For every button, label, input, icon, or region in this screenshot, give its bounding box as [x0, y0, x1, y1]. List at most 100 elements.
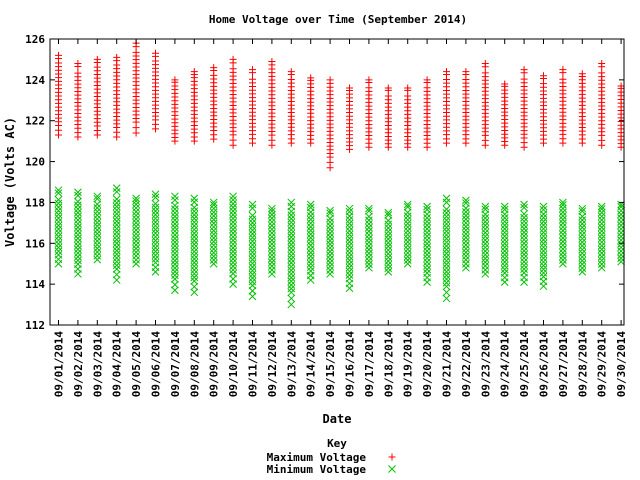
min-voltage-point	[190, 251, 199, 260]
min-voltage-point	[500, 261, 509, 270]
min-voltage-point	[423, 205, 431, 214]
min-voltage-point	[54, 255, 63, 264]
max-voltage-point	[540, 74, 547, 82]
min-voltage-point	[326, 270, 334, 278]
min-voltage-point	[520, 254, 528, 262]
min-voltage-point	[500, 254, 509, 263]
min-voltage-point	[520, 210, 528, 218]
max-voltage-point	[384, 86, 392, 94]
max-voltage-point	[443, 71, 450, 79]
min-voltage-point	[74, 227, 82, 235]
max-voltage-point	[598, 136, 606, 144]
min-voltage-point	[112, 224, 121, 233]
min-voltage-point	[248, 287, 257, 295]
min-voltage-point	[54, 236, 63, 245]
min-voltage-point	[500, 202, 509, 211]
min-voltage-point	[423, 202, 431, 211]
min-voltage-point	[520, 228, 528, 237]
max-voltage-day-group	[404, 84, 412, 151]
min-voltage-point	[539, 250, 548, 259]
min-voltage-point	[229, 275, 237, 283]
min-voltage-point	[112, 239, 121, 248]
max-voltage-point	[210, 131, 218, 139]
y-axis: 112 114 116 118 120 122 124 126	[25, 33, 624, 332]
min-voltage-point	[132, 211, 140, 220]
y-tick-label: 114	[25, 278, 45, 291]
min-voltage-point	[442, 227, 451, 236]
min-voltage-point	[462, 237, 470, 246]
min-voltage-point	[423, 221, 431, 230]
min-voltage-day-group	[248, 200, 257, 301]
min-voltage-point	[112, 217, 121, 226]
x-tick-label: 09/29/2014	[596, 331, 609, 398]
min-voltage-point	[462, 244, 470, 253]
min-voltage-point	[578, 264, 587, 272]
min-voltage-point	[539, 261, 548, 270]
min-voltage-point	[597, 252, 606, 261]
max-voltage-day-group	[268, 57, 276, 149]
min-voltage-point	[442, 194, 451, 203]
min-voltage-point	[462, 241, 470, 249]
min-voltage-point	[287, 240, 296, 249]
min-voltage-point	[345, 223, 354, 232]
min-voltage-point	[248, 230, 257, 238]
min-voltage-point	[112, 228, 121, 237]
min-voltage-point	[306, 226, 315, 235]
max-voltage-point	[384, 140, 392, 148]
min-voltage-point	[112, 261, 121, 270]
min-voltage-day-group	[54, 186, 63, 268]
min-voltage-point	[190, 203, 199, 212]
legend-title: Key	[327, 437, 347, 450]
min-voltage-point	[74, 256, 82, 265]
min-voltage-point	[54, 247, 63, 256]
min-voltage-point	[287, 202, 296, 211]
min-voltage-point	[365, 249, 373, 258]
min-voltage-point	[151, 244, 160, 252]
min-voltage-point	[248, 244, 257, 253]
min-voltage-point	[345, 279, 354, 288]
max-voltage-day-group	[307, 74, 315, 147]
min-voltage-point	[112, 221, 121, 229]
min-voltage-point	[481, 239, 490, 248]
y-axis-label: Voltage (Volts AC)	[3, 117, 17, 247]
min-voltage-point	[54, 232, 63, 241]
min-voltage-point	[112, 265, 121, 273]
min-voltage-point	[345, 256, 354, 265]
min-voltage-day-group	[520, 200, 528, 286]
min-voltage-point	[423, 250, 431, 259]
max-voltage-day-group	[152, 49, 159, 133]
max-voltage-point	[113, 57, 121, 65]
max-voltage-day-group	[384, 84, 392, 151]
min-voltage-point	[190, 229, 199, 238]
max-voltage-point	[74, 129, 82, 137]
min-voltage-point	[229, 214, 237, 223]
min-voltage-point	[54, 210, 63, 219]
min-voltage-point	[423, 217, 431, 226]
min-voltage-point	[539, 228, 548, 237]
min-voltage-point	[326, 225, 334, 234]
min-voltage-point	[520, 221, 528, 229]
min-voltage-point	[171, 231, 179, 239]
min-voltage-point	[93, 248, 102, 256]
min-voltage-point	[171, 245, 179, 254]
min-voltage-point	[112, 202, 121, 211]
x-tick-label: 09/16/2014	[344, 331, 357, 398]
min-voltage-point	[190, 262, 199, 271]
min-voltage-point	[287, 273, 296, 282]
min-voltage-point	[74, 201, 82, 210]
min-voltage-point	[112, 232, 121, 240]
min-voltage-point	[248, 215, 257, 224]
y-tick-label: 112	[25, 319, 45, 332]
min-voltage-point	[229, 244, 237, 252]
min-voltage-point	[442, 275, 451, 283]
min-voltage-point	[171, 267, 179, 276]
min-voltage-point	[112, 195, 121, 204]
min-voltage-day-group	[190, 194, 199, 297]
min-voltage-point	[578, 219, 587, 228]
min-voltage-point	[500, 250, 509, 259]
min-voltage-day-group	[74, 188, 82, 278]
max-voltage-day-group	[74, 60, 82, 141]
min-voltage-point	[500, 258, 509, 266]
x-tick-label: 09/12/2014	[266, 331, 279, 398]
min-voltage-point	[365, 207, 373, 215]
